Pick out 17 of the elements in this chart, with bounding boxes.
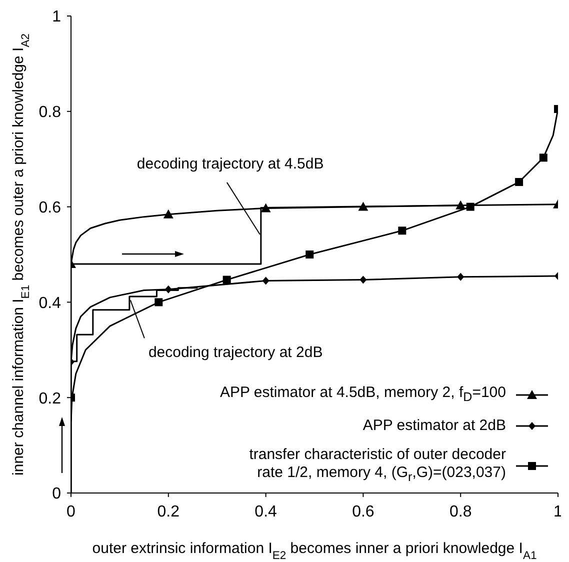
y-tick-label: 0.4 xyxy=(38,294,62,312)
x-tick-label: 0.4 xyxy=(254,503,278,520)
y-tick-label: 0.6 xyxy=(38,199,62,216)
annotation: decoding trajectory at 4.5dB xyxy=(136,155,324,172)
x-tick-label: 0.2 xyxy=(157,503,180,520)
legend-label: transfer characteristic of outer decoder rate 1/2, memory 4, (G$_{r}$,G)=(023,037) xyxy=(248,446,506,486)
x-tick-label: 0 xyxy=(66,503,76,520)
x-tick-label: 0.6 xyxy=(352,503,374,520)
y-tick-label: 0.8 xyxy=(38,104,62,122)
legend-label: APP estimator at 4.5dB, memory 2, f$_{D}$=100 xyxy=(220,384,506,406)
y-tick-label: 0 xyxy=(52,486,62,503)
y-tick-label: 0.2 xyxy=(38,390,62,408)
x-tick-label: 0.8 xyxy=(449,503,472,520)
x-axis-title: outer extrinsic information I$_{E2}$ becomes inner a priori knowledge I$_{A1}$ xyxy=(92,540,537,562)
y-tick-label: 1 xyxy=(52,8,62,26)
legend-label: APP estimator at 2dB xyxy=(362,417,506,435)
annotation: decoding trajectory at 2dB xyxy=(148,344,323,362)
